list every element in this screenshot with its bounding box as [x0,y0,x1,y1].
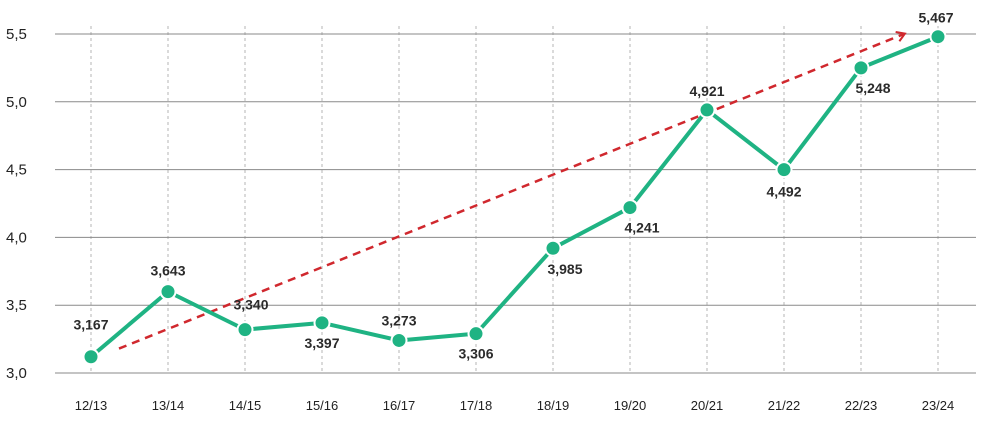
data-label-13-14: 3,643 [150,263,185,279]
x-tick-label: 12/13 [75,398,108,413]
trend-line [118,30,907,350]
data-label-12-13: 3,167 [73,317,108,333]
x-tick-label: 14/15 [229,398,262,413]
data-point-13-14 [159,283,177,301]
data-label-17-18: 3,306 [458,346,493,362]
x-axis-ticks: 12/13 13/14 14/15 15/16 16/17 17/18 18/19 19/20… [75,398,955,413]
data-label-15-16: 3,397 [304,335,339,351]
y-axis-ticks: 3,0 3,5 4,0 4,5 5,0 5,5 [6,26,27,382]
x-tick-label: 16/17 [383,398,416,413]
data-point-23-24 [929,28,947,46]
vertical-gridlines [90,26,939,373]
data-point-18-19 [544,239,562,257]
data-label-19-20: 4,241 [624,220,659,236]
x-tick-label: 17/18 [460,398,493,413]
y-tick-label: 4,0 [6,229,27,246]
data-points [82,28,947,366]
y-tick-label: 5,5 [6,26,27,43]
data-label-16-17: 3,273 [381,312,416,328]
x-tick-label: 13/14 [152,398,185,413]
trend-arrow [118,30,907,350]
data-label-20-21: 4,921 [689,83,724,99]
x-tick-label: 20/21 [691,398,724,413]
data-point-16-17 [390,331,408,349]
data-point-15-16 [313,314,331,332]
x-tick-label: 23/24 [922,398,955,413]
data-point-19-20 [621,199,639,217]
data-label-18-19: 3,985 [547,261,582,277]
data-point-20-21 [698,101,716,119]
data-point-22-23 [852,59,870,77]
y-tick-label: 3,0 [6,365,27,382]
horizontal-gridlines [55,33,976,374]
data-label-22-23: 5,248 [855,80,890,96]
series-path [89,34,939,359]
data-point-21-22 [775,161,793,179]
x-tick-label: 22/23 [845,398,878,413]
data-point-17-18 [467,325,485,343]
y-tick-label: 4,5 [6,162,27,179]
x-tick-label: 19/20 [614,398,647,413]
data-label-21-22: 4,492 [766,184,801,200]
data-point-12-13 [82,348,100,366]
data-point-14-15 [236,321,254,339]
x-tick-label: 18/19 [537,398,570,413]
y-tick-label: 3,5 [6,297,27,314]
data-labels: 3,167 3,643 3,340 3,397 3,273 3,306 3,985 4,241… [73,10,953,362]
y-tick-label: 5,0 [6,94,27,111]
data-label-14-15: 3,340 [233,297,268,313]
x-tick-label: 15/16 [306,398,339,413]
series-line [89,34,939,359]
x-tick-label: 21/22 [768,398,801,413]
data-label-23-24: 5,467 [918,10,953,26]
